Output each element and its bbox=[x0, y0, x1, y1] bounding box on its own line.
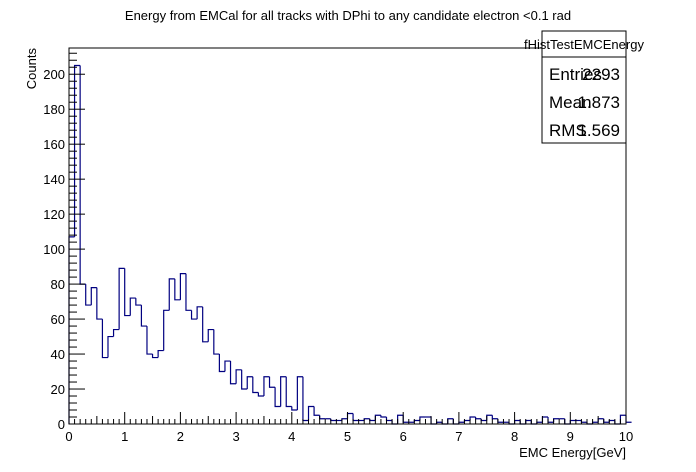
histogram-bin bbox=[90, 286, 97, 306]
y-tick-label: 40 bbox=[51, 347, 65, 362]
x-tick-label: 4 bbox=[288, 429, 295, 444]
histogram-bin bbox=[268, 376, 276, 388]
stats-box: fHistTestEMCEnergy Entries 2293 Mean 1.8… bbox=[524, 30, 644, 144]
histogram-bin bbox=[185, 273, 192, 311]
y-tick-label: 100 bbox=[43, 242, 65, 257]
histogram-bin bbox=[151, 354, 159, 359]
stats-histogram-name: fHistTestEMCEnergy bbox=[524, 37, 644, 52]
histogram-bin bbox=[241, 369, 248, 390]
y-tick-label: 80 bbox=[51, 277, 65, 292]
y-axis-title: Counts bbox=[24, 48, 39, 90]
y-tick-label: 200 bbox=[43, 67, 65, 82]
histogram-bin bbox=[202, 306, 209, 343]
x-tick-label: 6 bbox=[400, 429, 407, 444]
histogram-bin bbox=[229, 361, 237, 385]
stats-box-frame bbox=[541, 30, 627, 144]
histogram-bin bbox=[274, 387, 281, 408]
histogram-bin bbox=[475, 417, 482, 420]
histogram-bin bbox=[118, 267, 125, 330]
histogram-bin bbox=[146, 326, 153, 355]
histogram-bin bbox=[218, 354, 225, 373]
y-tick-label: 180 bbox=[43, 102, 65, 117]
stats-rms-label: RMS bbox=[549, 121, 587, 140]
x-tick-label: 5 bbox=[344, 429, 351, 444]
x-tick-label: 3 bbox=[232, 429, 239, 444]
histogram-bin bbox=[224, 360, 231, 372]
histogram-bin bbox=[291, 406, 298, 411]
histogram-bin bbox=[73, 64, 81, 237]
histogram-bin bbox=[246, 376, 253, 390]
histogram-bin bbox=[129, 297, 136, 316]
stats-entries-value: 2293 bbox=[582, 65, 620, 84]
y-tick-label: 20 bbox=[51, 382, 65, 397]
y-tick-label: 0 bbox=[58, 417, 65, 432]
x-axis-title: EMC Energy[GeV] bbox=[519, 445, 626, 460]
x-tick-label: 1 bbox=[121, 429, 128, 444]
y-tick-label: 160 bbox=[43, 137, 65, 152]
histogram-bin bbox=[190, 310, 198, 320]
histogram-bin bbox=[168, 278, 175, 311]
x-axis-ticks: 0 1 2 3 4 5 6 7 8 9 10 bbox=[65, 412, 633, 444]
histogram-bin bbox=[252, 376, 259, 394]
y-tick-label: 60 bbox=[51, 312, 65, 327]
x-tick-label: 10 bbox=[619, 429, 633, 444]
x-tick-label: 0 bbox=[65, 429, 72, 444]
histogram-bin bbox=[207, 328, 214, 342]
histogram-bin bbox=[257, 392, 264, 397]
x-tick-label: 9 bbox=[567, 429, 574, 444]
chart-title: Energy from EMCal for all tracks with DP… bbox=[125, 8, 571, 23]
histogram-bin bbox=[280, 376, 287, 407]
stats-entries-label: Entries bbox=[549, 65, 602, 84]
histogram-bin bbox=[196, 306, 203, 320]
histogram-bin bbox=[179, 273, 186, 300]
x-tick-label: 8 bbox=[511, 429, 518, 444]
histogram-bin bbox=[307, 405, 315, 421]
histogram-bin bbox=[235, 369, 242, 384]
stats-mean-value: 1.873 bbox=[577, 93, 620, 112]
histogram-bin bbox=[85, 284, 92, 306]
histogram-bin bbox=[157, 349, 164, 358]
histogram-bin bbox=[380, 415, 387, 418]
histogram-bin bbox=[96, 287, 103, 320]
histogram-bin bbox=[101, 319, 108, 359]
histogram-bin bbox=[313, 406, 320, 416]
histogram-bin bbox=[263, 376, 270, 397]
stats-mean-label: Mean bbox=[549, 93, 592, 112]
histogram-bin bbox=[213, 329, 220, 355]
histogram-bin bbox=[491, 415, 498, 420]
stats-rms-value: 1.569 bbox=[577, 121, 620, 140]
histogram-bin bbox=[296, 376, 303, 411]
histogram-bin bbox=[140, 305, 147, 327]
histogram-bin bbox=[135, 298, 142, 306]
histogram-bin bbox=[124, 268, 131, 317]
histogram-bin bbox=[107, 335, 114, 358]
histogram-bin bbox=[163, 309, 170, 351]
y-tick-label: 120 bbox=[43, 207, 65, 222]
y-tick-label: 140 bbox=[43, 172, 65, 187]
histogram-bin bbox=[112, 328, 120, 337]
histogram-bin bbox=[285, 376, 292, 408]
histogram-bin bbox=[174, 278, 181, 301]
x-tick-label: 2 bbox=[177, 429, 184, 444]
y-axis-ticks: 0 20 40 60 80 100 120 140 160 180 200 bbox=[43, 52, 85, 432]
x-tick-label: 7 bbox=[455, 429, 462, 444]
